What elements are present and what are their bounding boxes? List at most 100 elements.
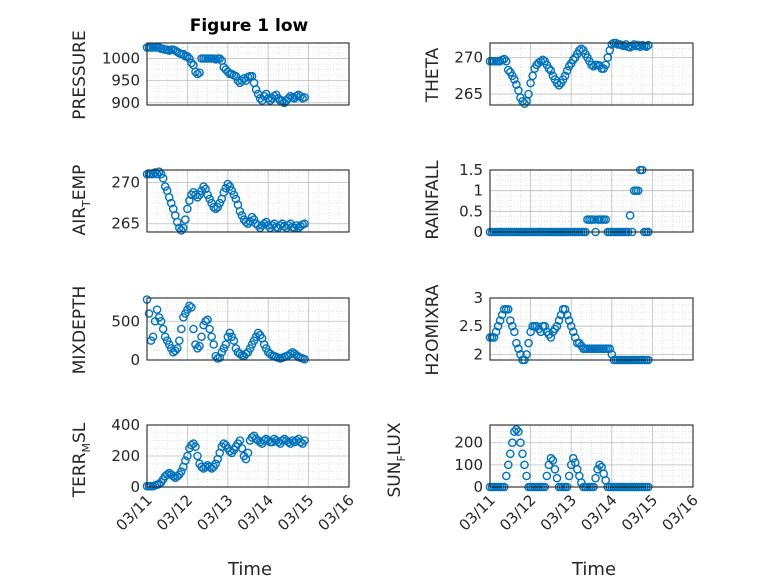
- data-point: [568, 453, 578, 463]
- data-point: [278, 436, 287, 445]
- data-point: [227, 186, 237, 195]
- ytick-label: 1: [473, 182, 483, 200]
- data-point: [183, 51, 192, 61]
- data-point: [520, 99, 529, 108]
- data-point: [185, 54, 194, 63]
- data-point: [253, 328, 263, 338]
- data-point: [263, 436, 273, 445]
- data-point: [213, 202, 222, 212]
- data-point: [554, 316, 564, 325]
- data-point: [633, 40, 643, 50]
- axes-theta: 265 270: [454, 38, 694, 108]
- data-point: [259, 219, 269, 229]
- ylabel-rainfall: RAINFALL: [423, 160, 443, 240]
- ytick-label: 0: [473, 223, 483, 241]
- ytick-label: 1.5: [459, 161, 483, 179]
- data-point: [247, 212, 257, 222]
- data-point: [619, 41, 629, 51]
- data-point: [158, 324, 168, 334]
- data-point: [510, 327, 519, 337]
- data-point: [148, 332, 158, 342]
- data-point: [516, 350, 525, 359]
- data-point: [223, 179, 233, 189]
- data-point: [524, 338, 533, 348]
- data-point: [191, 67, 200, 77]
- data-point: [605, 45, 615, 55]
- data-point: [183, 451, 192, 461]
- data-point: [560, 304, 570, 314]
- data-point: [512, 338, 521, 348]
- ylabel-h2omixra: H2OMIXRA: [423, 284, 443, 375]
- data-point: [577, 44, 586, 54]
- data-point: [546, 333, 556, 342]
- data-point: [199, 182, 208, 191]
- ylabel-mixdepth: MIXDEPTH: [70, 286, 90, 375]
- data-point: [607, 350, 617, 359]
- data-point: [526, 327, 535, 337]
- data-point: [203, 315, 212, 325]
- ylabel-terr-msl: TERRMSL: [70, 422, 93, 498]
- data-point: [505, 449, 515, 459]
- data-point: [191, 442, 200, 452]
- data-point: [144, 309, 154, 318]
- data-point: [154, 167, 164, 176]
- data-point: [538, 55, 548, 65]
- data-point: [605, 344, 615, 354]
- data-point: [225, 182, 235, 191]
- data-point: [235, 207, 245, 216]
- axes-rainfall: 0 0.5 1 1.5: [459, 161, 694, 241]
- data-point: [536, 327, 546, 337]
- data-point: [229, 336, 239, 345]
- data-point: [187, 302, 196, 312]
- data-point: [508, 321, 517, 331]
- data-point: [211, 459, 220, 469]
- ytick-label: 200: [111, 447, 140, 465]
- data-point: [193, 69, 202, 79]
- data-point: [195, 190, 204, 200]
- data-point: [495, 316, 505, 325]
- data-point: [172, 344, 182, 353]
- data-point: [195, 68, 204, 77]
- data-point: [516, 438, 525, 448]
- xlabel-left: Time: [227, 559, 272, 580]
- data-point: [193, 451, 202, 461]
- data-point: [568, 327, 578, 337]
- data-point: [296, 91, 305, 101]
- data-point: [568, 55, 578, 65]
- data-point: [589, 215, 598, 224]
- data-point: [219, 188, 229, 197]
- data-point: [570, 333, 580, 342]
- data-point: [183, 204, 192, 214]
- data-point: [288, 436, 297, 445]
- data-point: [300, 354, 309, 364]
- data-point: [499, 54, 509, 64]
- ylabel-air-temp: AIRTEMP: [70, 165, 93, 236]
- data-point: [550, 464, 560, 474]
- ytick-label: 2.5: [459, 317, 483, 335]
- ylabel-pressure: PRESSURE: [70, 30, 90, 119]
- data-point: [209, 340, 218, 349]
- data-point: [203, 190, 212, 200]
- axes-h2omixra: 22.53: [459, 289, 694, 365]
- data-point: [177, 324, 186, 334]
- ytick-label: 200: [454, 434, 483, 452]
- data-point: [243, 448, 253, 458]
- data-point: [540, 321, 550, 331]
- xlabel-right: Time: [571, 559, 616, 580]
- data-point: [546, 453, 556, 463]
- data-point: [548, 456, 558, 465]
- data-point: [231, 194, 241, 204]
- data-point: [205, 324, 214, 334]
- ytick-label: 0: [130, 351, 140, 369]
- data-point: [491, 327, 501, 337]
- data-point: [587, 60, 596, 70]
- data-point: [556, 310, 566, 320]
- axes-frame: [146, 169, 350, 233]
- data-point: [564, 316, 574, 325]
- data-point: [197, 462, 206, 472]
- data-point: [197, 186, 206, 195]
- axes-frame: [146, 42, 350, 106]
- axes-frame: [489, 297, 694, 361]
- data-point: [241, 349, 251, 359]
